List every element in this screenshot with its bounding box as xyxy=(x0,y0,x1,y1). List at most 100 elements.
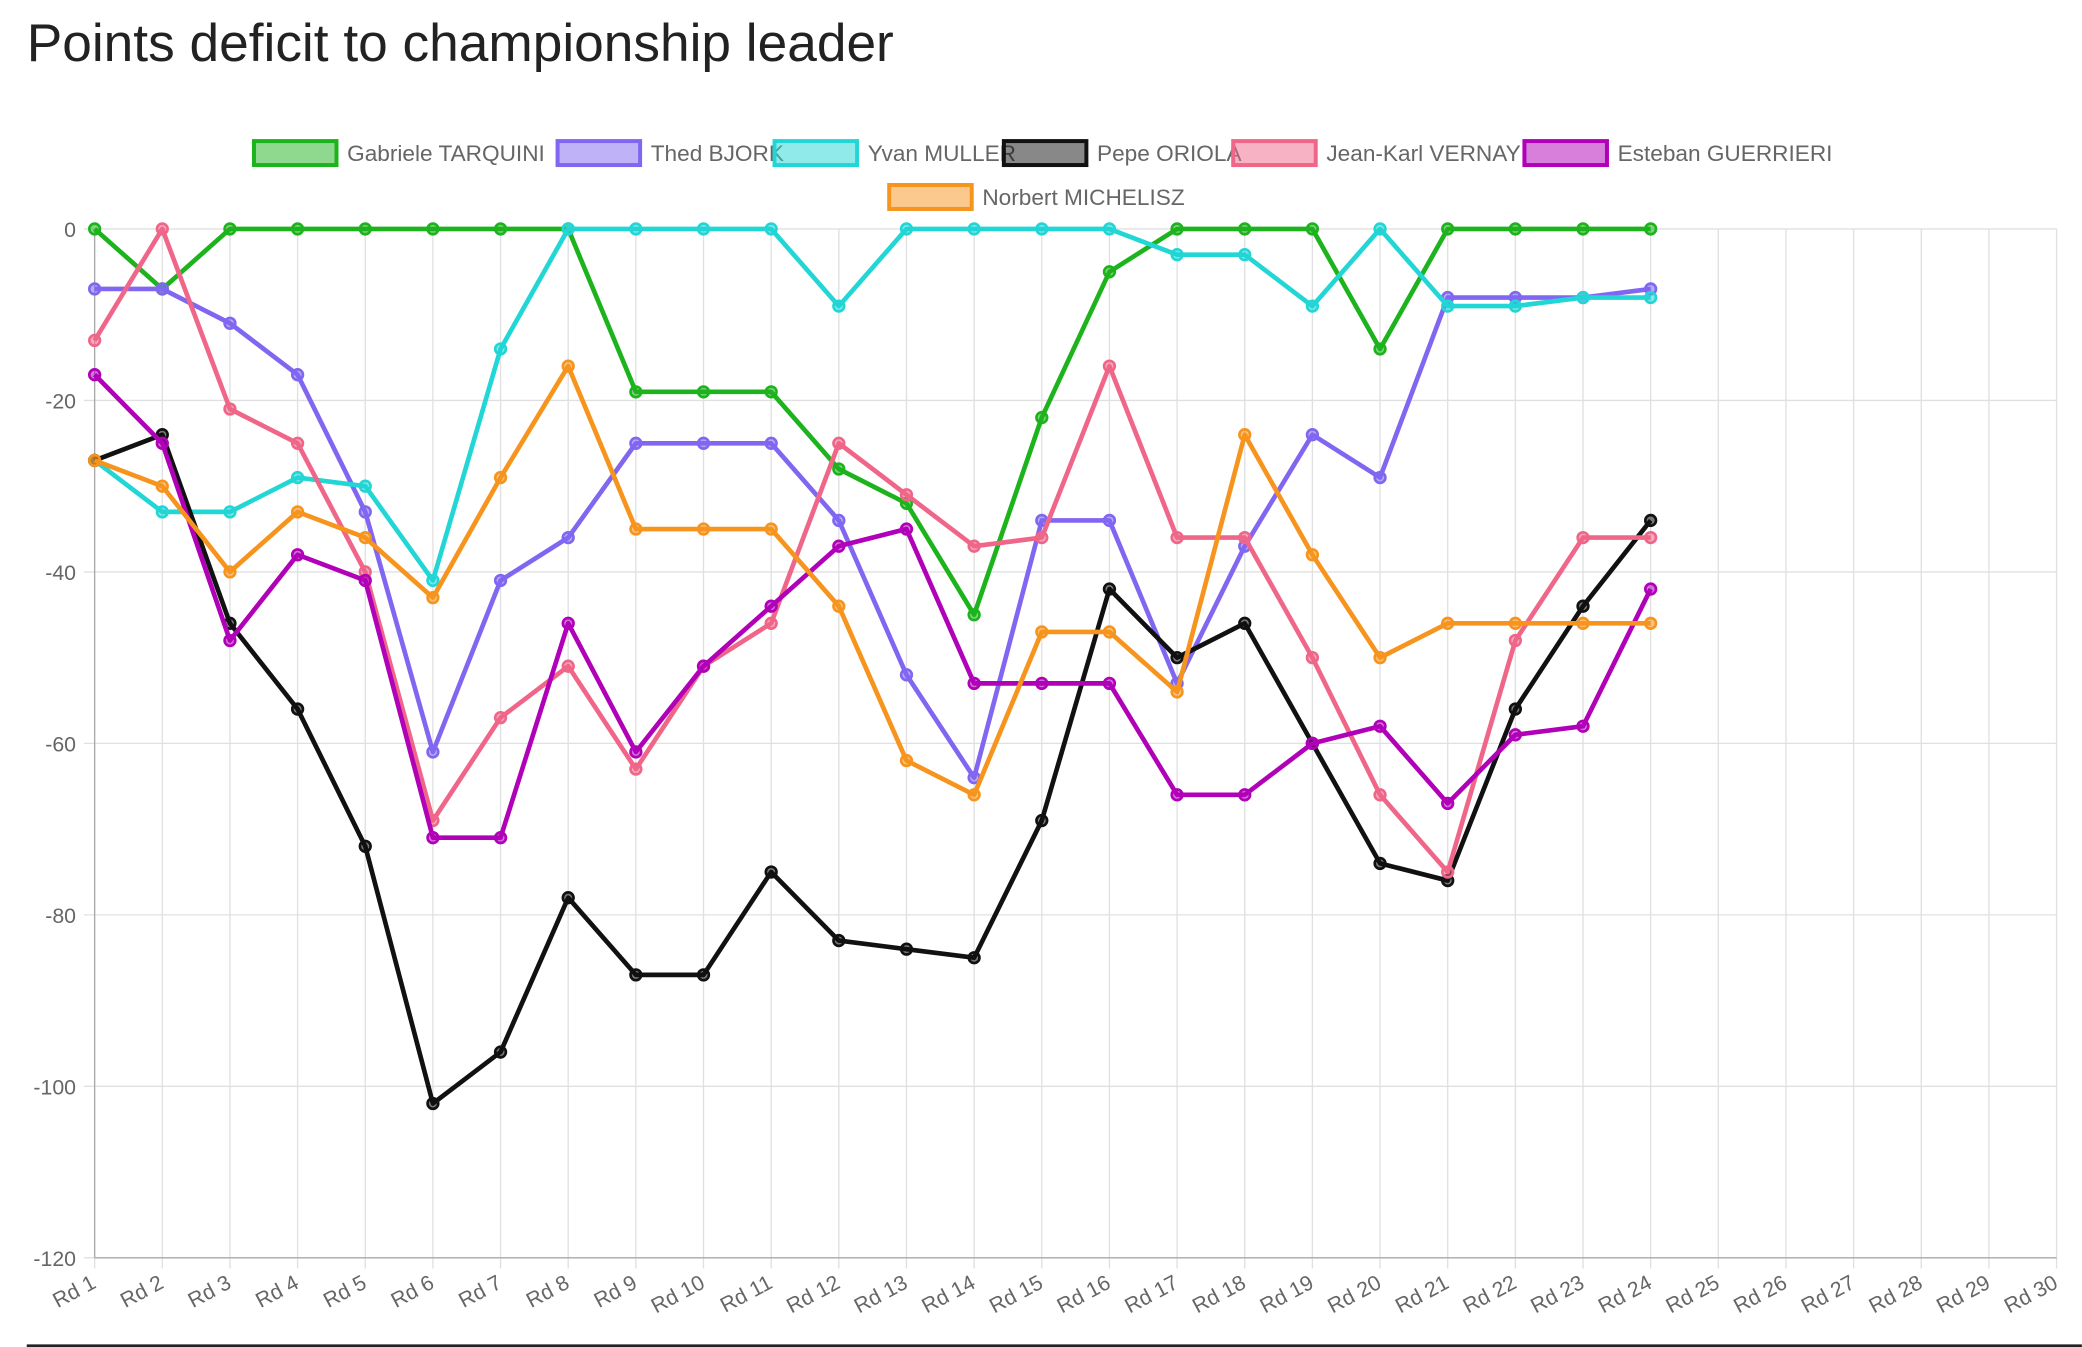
legend-swatch xyxy=(772,139,860,168)
data-point xyxy=(290,222,305,236)
data-point xyxy=(561,222,575,236)
data-point xyxy=(1373,788,1387,802)
data-point xyxy=(1644,616,1658,630)
data-point xyxy=(832,436,846,450)
data-point xyxy=(223,505,237,519)
data-point xyxy=(1238,248,1252,262)
data-point xyxy=(1508,728,1523,742)
data-point xyxy=(899,753,914,768)
data-point xyxy=(899,668,914,682)
data-point xyxy=(1170,650,1184,665)
data-point xyxy=(1170,248,1184,262)
data-point xyxy=(1576,719,1590,733)
data-point xyxy=(561,359,575,373)
data-point xyxy=(832,299,846,313)
x-tick-label: Rd 26 xyxy=(1730,1270,1791,1318)
data-point xyxy=(899,222,914,236)
data-point xyxy=(155,505,169,519)
data-point xyxy=(493,1045,508,1059)
x-tick-label: Rd 14 xyxy=(918,1270,980,1318)
data-point xyxy=(426,1096,440,1111)
data-point xyxy=(1441,299,1455,313)
data-point xyxy=(1441,222,1455,236)
data-point xyxy=(899,488,914,502)
data-point xyxy=(1305,428,1320,442)
legend-label: Jean-Karl VERNAY xyxy=(1326,141,1520,166)
data-point xyxy=(764,436,778,450)
data-point xyxy=(493,470,508,485)
x-tick-label: Rd 30 xyxy=(2000,1270,2061,1318)
data-point xyxy=(1441,796,1455,811)
data-point xyxy=(1305,736,1320,751)
data-point xyxy=(1035,222,1049,236)
data-point xyxy=(1170,788,1184,802)
data-point xyxy=(899,522,914,536)
data-point xyxy=(1102,359,1117,373)
data-point xyxy=(629,968,643,982)
legend-swatch xyxy=(251,139,339,168)
legend-swatch xyxy=(1001,139,1089,168)
data-point xyxy=(223,222,237,236)
x-tick-label: Rd 24 xyxy=(1594,1270,1656,1318)
data-point xyxy=(1035,625,1049,639)
data-point xyxy=(426,745,440,759)
data-point xyxy=(358,839,372,853)
legend-swatch xyxy=(1522,139,1609,168)
data-point xyxy=(832,513,846,528)
data-point xyxy=(764,385,778,399)
data-point xyxy=(155,222,169,236)
data-point xyxy=(358,505,372,519)
data-point xyxy=(493,711,508,725)
series-line xyxy=(93,226,1651,583)
x-tick-label: Rd 5 xyxy=(319,1270,370,1312)
data-point xyxy=(696,522,711,536)
data-point xyxy=(1238,428,1252,442)
x-tick-label: Rd 8 xyxy=(522,1270,573,1312)
data-point xyxy=(1305,650,1320,665)
x-tick-label: Rd 1 xyxy=(49,1270,100,1312)
x-tick-label: Rd 15 xyxy=(985,1270,1046,1318)
data-point xyxy=(629,385,643,399)
data-point xyxy=(696,385,711,399)
x-tick-label: Rd 29 xyxy=(1933,1270,1994,1318)
legend-swatch xyxy=(1231,139,1318,168)
data-point xyxy=(358,479,372,493)
data-point xyxy=(223,633,237,648)
data-point xyxy=(1508,222,1523,236)
x-tick-label: Rd 2 xyxy=(116,1270,167,1312)
data-point xyxy=(967,951,981,965)
data-point xyxy=(1373,470,1387,485)
series-line xyxy=(94,286,1651,781)
data-point xyxy=(1644,582,1658,596)
x-tick-label: Rd 12 xyxy=(782,1270,843,1318)
x-tick-label: Rd 3 xyxy=(184,1270,235,1312)
data-point xyxy=(1238,788,1252,802)
data-point xyxy=(155,282,169,296)
data-point xyxy=(1576,530,1590,545)
data-point xyxy=(1644,222,1658,236)
data-point xyxy=(1508,702,1523,716)
series-line xyxy=(93,363,1651,798)
data-point xyxy=(764,222,778,236)
data-point xyxy=(629,222,643,236)
data-point xyxy=(290,548,305,562)
x-tick-label: Rd 7 xyxy=(455,1270,506,1312)
data-point xyxy=(155,436,169,450)
data-point xyxy=(426,222,440,236)
data-point xyxy=(1305,548,1320,562)
data-point xyxy=(561,659,575,673)
data-point xyxy=(1373,222,1387,236)
data-point xyxy=(967,608,981,622)
data-point xyxy=(1238,616,1252,630)
data-point xyxy=(1170,530,1184,545)
data-point xyxy=(832,462,846,476)
legend-swatch xyxy=(887,183,974,211)
data-point xyxy=(967,539,981,553)
data-point xyxy=(1644,530,1658,545)
legend-swatch xyxy=(555,139,643,168)
data-point xyxy=(87,453,102,468)
data-point xyxy=(1441,616,1455,630)
data-point xyxy=(1373,650,1387,665)
data-point xyxy=(1035,676,1049,691)
data-point xyxy=(764,522,778,536)
